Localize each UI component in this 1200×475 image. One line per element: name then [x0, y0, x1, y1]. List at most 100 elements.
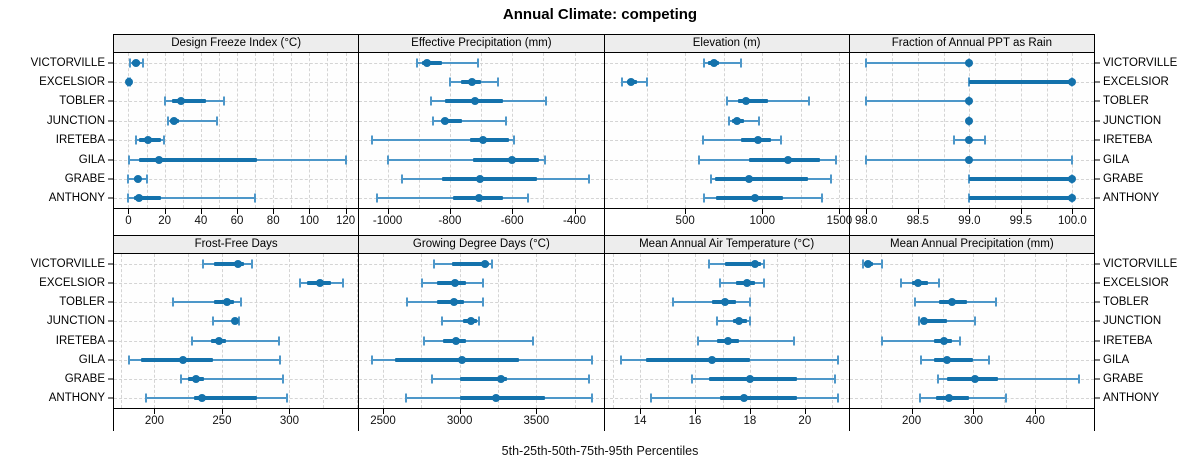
whisker-cap: [983, 135, 986, 145]
x-axis-tick: [345, 209, 347, 214]
site-label-left: TOBLER: [59, 95, 105, 108]
row-gridline: [114, 120, 359, 122]
y-axis-tick: [1095, 359, 1100, 361]
median-dot: [753, 136, 762, 145]
x-gridline: [749, 254, 751, 408]
y-axis-tick: [108, 159, 113, 161]
row-gridline: [114, 282, 359, 284]
x-gridline: [421, 254, 423, 408]
whisker-line: [919, 320, 976, 323]
x-gridline: [512, 53, 514, 208]
x-gridline: [449, 53, 451, 208]
x-axis-tick-label: 98.5: [906, 215, 929, 227]
site-label-right: JUNCTION: [1103, 315, 1162, 328]
panel-strip: Design Freeze Index (°C): [114, 34, 359, 53]
whisker-cap: [386, 155, 389, 165]
chart-title: Annual Climate: competing: [502, 6, 698, 23]
x-gridline: [943, 53, 945, 208]
median-dot: [1068, 78, 1077, 87]
x-axis-tick: [762, 209, 764, 214]
site-label-left: JUNCTION: [46, 315, 105, 328]
iqr-bar: [969, 196, 1073, 201]
median-dot: [475, 174, 484, 183]
whisker-cap: [145, 174, 148, 184]
median-dot: [709, 58, 718, 67]
median-dot: [470, 97, 479, 106]
median-dot: [723, 336, 732, 345]
x-gridline: [995, 53, 997, 208]
iqr-bar: [719, 396, 797, 401]
median-dot: [707, 355, 716, 364]
whisker-cap: [172, 297, 175, 307]
whisker-cap: [703, 58, 706, 68]
x-axis-tick: [640, 409, 642, 414]
median-dot: [965, 58, 974, 67]
x-axis-tick-label: 120: [335, 215, 356, 227]
x-gridline: [120, 254, 122, 408]
median-dot: [734, 317, 743, 326]
x-gridline: [866, 53, 868, 208]
x-gridline: [973, 254, 975, 408]
plot-area-effective-precipitation-mm: [359, 53, 604, 209]
whisker-line: [729, 119, 760, 122]
x-gridline: [459, 254, 461, 408]
iqr-bar: [969, 80, 1073, 85]
iqr-bar: [139, 157, 257, 162]
x-axis-tick: [449, 209, 451, 214]
plot-area-elevation-m: [604, 53, 849, 209]
x-axis-tick: [221, 409, 223, 414]
site-label-right: EXCELSIOR: [1103, 276, 1169, 289]
whisker-cap: [254, 193, 257, 203]
panel-strip: Mean Annual Air Temperature (°C): [604, 235, 849, 254]
panel-strip-title: Frost-Free Days: [194, 238, 278, 250]
site-label-left: VICTORVILLE: [30, 56, 105, 69]
x-gridline: [146, 53, 148, 208]
panel-frost-free-days: Frost-Free Days 200 250 300: [113, 235, 359, 431]
site-label-left: GRABE: [64, 373, 105, 386]
panel-strip-title: Mean Annual Air Temperature (°C): [639, 238, 815, 250]
iqr-bar: [440, 118, 463, 123]
x-axis-tick: [164, 209, 166, 214]
whisker-cap: [134, 135, 137, 145]
x-gridline: [383, 254, 385, 408]
x-gridline: [969, 53, 971, 208]
median-dot: [944, 394, 953, 403]
figure-row-2: VICTORVILLE EXCELSIOR TOBLER JUNCTION IRETEB…: [0, 235, 1200, 431]
median-dot: [721, 298, 730, 307]
x-gridline: [164, 53, 166, 208]
iqr-bar: [473, 157, 539, 162]
whisker-cap: [504, 116, 507, 126]
site-label-left: VICTORVILLE: [30, 257, 105, 270]
median-dot: [144, 136, 153, 145]
row-gridline: [604, 82, 849, 84]
median-dot: [627, 78, 636, 87]
site-label-right: GRABE: [1103, 172, 1144, 185]
whisker-line: [168, 119, 218, 122]
median-dot: [942, 355, 951, 364]
x-gridline: [695, 254, 697, 408]
x-axis-tick-label: 14: [633, 415, 647, 427]
iqr-bar: [934, 357, 974, 362]
x-gridline: [839, 53, 841, 208]
x-axis-tick-label: 250: [212, 415, 232, 427]
y-axis-tick: [108, 301, 113, 303]
whisker-line: [866, 61, 970, 64]
x-axis-tick: [536, 409, 538, 414]
whisker-cap: [421, 278, 424, 288]
whisker-line: [697, 339, 794, 342]
site-label-left: ANTHONY: [48, 392, 105, 405]
y-axis-tick: [108, 178, 113, 180]
median-dot: [231, 317, 240, 326]
x-axis-tick-label: -1000: [372, 215, 403, 227]
y-axis-tick: [108, 340, 113, 342]
x-axis-tick-label: 18: [743, 415, 757, 427]
y-axis-tick: [1095, 197, 1100, 199]
x-gridline: [323, 254, 325, 408]
x-gridline: [291, 53, 293, 208]
whisker-cap: [191, 336, 194, 346]
x-gridline: [356, 254, 358, 408]
x-axis-tick-label: 300: [963, 415, 983, 427]
whisker-cap: [748, 316, 751, 326]
median-dot: [131, 58, 140, 67]
